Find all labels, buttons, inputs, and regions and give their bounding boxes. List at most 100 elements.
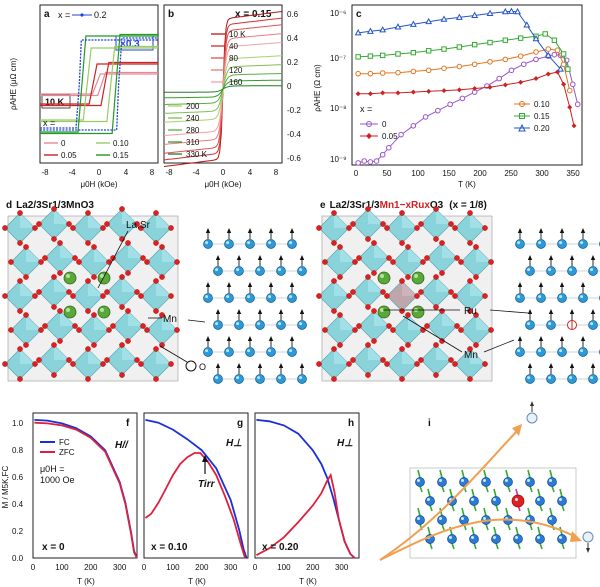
mn-site [546,320,556,330]
oxygen-atom [125,240,131,246]
panel-c-point [355,70,361,77]
panel-a-scale-note: ×0.3 [120,39,140,50]
site-highlight [247,241,251,245]
octahedron-face [88,213,103,228]
spin-arrowhead [548,363,554,368]
spin-vector [539,504,543,512]
oxygen-atom [399,376,405,382]
oxygen-atom [331,376,337,382]
octahedron-face [340,315,355,330]
oxygen-atom [168,225,174,231]
atom-highlight [414,274,418,278]
oxygen-atom [356,323,362,329]
octahedron-face [20,213,35,228]
octahedron-face [436,345,451,360]
oxygen-atom [2,225,8,231]
oxygen-atom [104,221,110,227]
oxygen-atom [322,259,328,265]
site-highlight [257,322,261,326]
mag-ytick: 0.4 [12,500,24,509]
oxygen-atom [153,210,159,216]
oxygen-atom [168,293,174,299]
oxygen-atom [125,308,131,314]
oxygen-atom [316,293,322,299]
spin-arrowhead [289,282,295,287]
site-highlight [215,322,219,326]
panel-g-field: H⊥ [226,438,242,449]
oxygen-atom [119,372,125,378]
panel-b-ytick: -0.4 [287,130,301,139]
panel-b-legend-label: 200 [186,102,200,111]
panel-c-point [566,87,573,94]
panel-a-xticks: -8 -4 0 4 8 [41,168,154,177]
spin-vector [471,526,475,536]
panel-c-legend-marker-2 [519,101,525,107]
site-highlight [559,349,563,353]
panel-b-legend-label: 40 [229,42,238,51]
mn-site [266,347,276,357]
panel-b-ytick: 0.4 [287,34,299,43]
oxygen-atom [70,293,76,299]
oxygen-atom [153,240,159,246]
oxygen-atom [405,312,411,318]
panel-a-xtick: -8 [41,168,49,177]
site-highlight [515,498,518,501]
spin-vector [485,523,489,531]
panel-c-point [367,159,374,165]
oxygen-atom [452,361,458,367]
oxygen-atom [36,357,42,363]
octahedron-face [60,311,75,326]
spin-vector [427,526,431,536]
oxygen-atom [384,361,390,367]
mn-site [297,320,307,330]
oxygen-atom [337,244,343,250]
octahedron-face [60,243,75,258]
panel-c-point [545,71,551,77]
site-highlight [548,376,552,380]
panel-i-electron-down [582,531,594,553]
oxygen-atom [38,327,44,333]
spin-arrowhead [569,255,575,260]
electron-up-icon [526,412,538,424]
site-highlight [247,295,251,299]
mn-site [224,239,234,249]
site-highlight [580,295,584,299]
site-highlight [569,268,573,272]
oxygen-atom [23,312,29,318]
panel-fgh-xticks: 0 100 200 300 0 100 200 300 0 100 200 300 [31,563,349,572]
panel-c-xtick: 50 [383,169,392,178]
panel-f-xtick: 300 [113,563,127,572]
panel-d-o-marker [185,360,197,372]
la-sr-atom [63,305,77,319]
panel-c-point [361,158,368,164]
oxygen-atom [51,236,57,242]
panel-c-point [520,61,527,68]
la-sr-atom [97,271,111,285]
octahedron-face [156,281,171,296]
spin-arrowhead [299,255,305,260]
oxygen-atom [390,259,396,265]
panel-c-point [366,27,374,34]
oxygen-atom [17,346,23,352]
oxygen-atom [85,210,91,216]
octahedron-face [368,209,383,224]
panel-c-legend-marker-4 [518,123,526,132]
mn-site [557,239,567,249]
panel-c-yticks: 10⁻⁶ 10⁻⁷ 10⁻⁸ 10⁻⁹ [330,9,347,164]
oxygen-atom [70,225,76,231]
spin-vector [493,526,497,536]
spin-arrowhead [268,282,274,287]
site-highlight [257,376,261,380]
panel-g-label: g [237,418,243,429]
mn-site [255,320,265,330]
mn-site [557,496,567,506]
mn-site [567,266,577,276]
oxygen-atom [467,278,473,284]
panel-c-point [570,81,576,88]
panel-g-xlabel: T (K) [188,577,206,586]
mn-site [203,347,213,357]
spin-vector [417,507,421,517]
spin-arrowhead [226,336,232,341]
la-sr-atom [377,305,391,319]
oxygen-atom [104,357,110,363]
